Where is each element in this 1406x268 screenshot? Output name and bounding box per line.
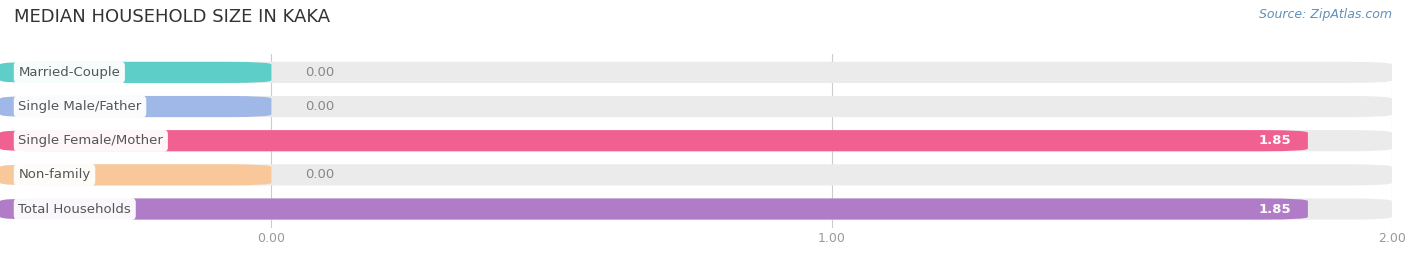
FancyBboxPatch shape — [0, 62, 1392, 83]
Text: 1.85: 1.85 — [1258, 134, 1291, 147]
Text: Source: ZipAtlas.com: Source: ZipAtlas.com — [1258, 8, 1392, 21]
Text: Single Female/Mother: Single Female/Mother — [18, 134, 163, 147]
Text: MEDIAN HOUSEHOLD SIZE IN KAKA: MEDIAN HOUSEHOLD SIZE IN KAKA — [14, 8, 330, 26]
Text: 0.00: 0.00 — [305, 168, 335, 181]
FancyBboxPatch shape — [0, 130, 1308, 151]
Text: Married-Couple: Married-Couple — [18, 66, 121, 79]
Text: 1.85: 1.85 — [1258, 203, 1291, 215]
FancyBboxPatch shape — [0, 198, 1308, 219]
FancyBboxPatch shape — [0, 164, 271, 185]
Text: Single Male/Father: Single Male/Father — [18, 100, 142, 113]
Text: Total Households: Total Households — [18, 203, 131, 215]
FancyBboxPatch shape — [0, 96, 271, 117]
Text: Non-family: Non-family — [18, 168, 90, 181]
FancyBboxPatch shape — [0, 96, 1392, 117]
Text: 0.00: 0.00 — [305, 66, 335, 79]
Text: 0.00: 0.00 — [305, 100, 335, 113]
FancyBboxPatch shape — [0, 198, 1392, 219]
FancyBboxPatch shape — [0, 62, 271, 83]
FancyBboxPatch shape — [0, 164, 1392, 185]
FancyBboxPatch shape — [0, 130, 1392, 151]
